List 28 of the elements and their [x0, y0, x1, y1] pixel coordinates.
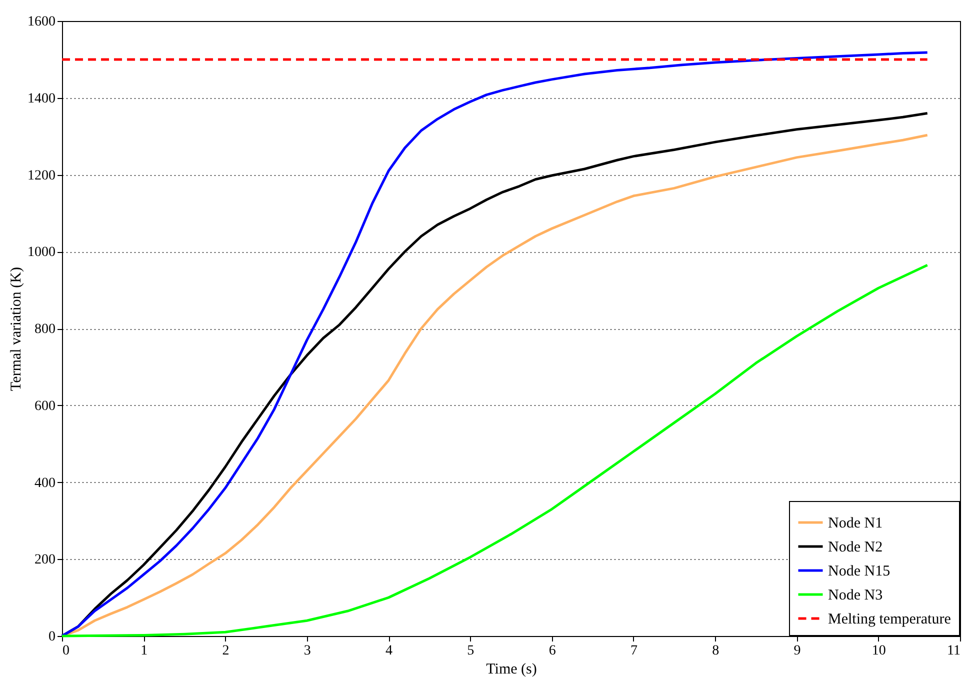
- y-tick-label: 0: [48, 630, 56, 644]
- y-tick-label: 600: [34, 398, 56, 414]
- x-tick-label: 6: [548, 644, 556, 658]
- y-tick-label: 1400: [28, 91, 56, 106]
- x-tick-label: 4: [386, 644, 393, 658]
- x-tick-label: 10: [872, 644, 886, 658]
- x-tick-label: 1: [140, 644, 148, 658]
- legend-label: Node N15: [828, 564, 890, 580]
- y-tick-label: 800: [34, 322, 56, 337]
- y-tick-label: 400: [34, 476, 56, 491]
- y-tick-label: 1600: [28, 14, 56, 30]
- y-tick-label: 200: [34, 552, 56, 568]
- x-tick-label: 11: [947, 644, 960, 658]
- x-tick-label: 7: [630, 644, 638, 658]
- y-tick-label: 1000: [28, 245, 56, 260]
- x-tick-label: 9: [794, 644, 801, 658]
- x-tick-label: 0: [62, 644, 70, 658]
- legend-label: Node N1: [828, 516, 883, 532]
- x-tick-label: 2: [222, 644, 230, 658]
- x-tick-label: 8: [712, 644, 720, 658]
- y-tick-label: 1200: [28, 168, 56, 184]
- legend-label: Melting temperature: [828, 612, 952, 628]
- x-tick-label: 5: [467, 644, 474, 658]
- legend-label: Node N3: [828, 588, 883, 604]
- x-axis-title: Time (s): [486, 662, 537, 678]
- legend-label: Node N2: [828, 540, 883, 556]
- x-tick-label: 3: [304, 644, 311, 658]
- y-axis-title: Termal variation (K): [8, 267, 24, 391]
